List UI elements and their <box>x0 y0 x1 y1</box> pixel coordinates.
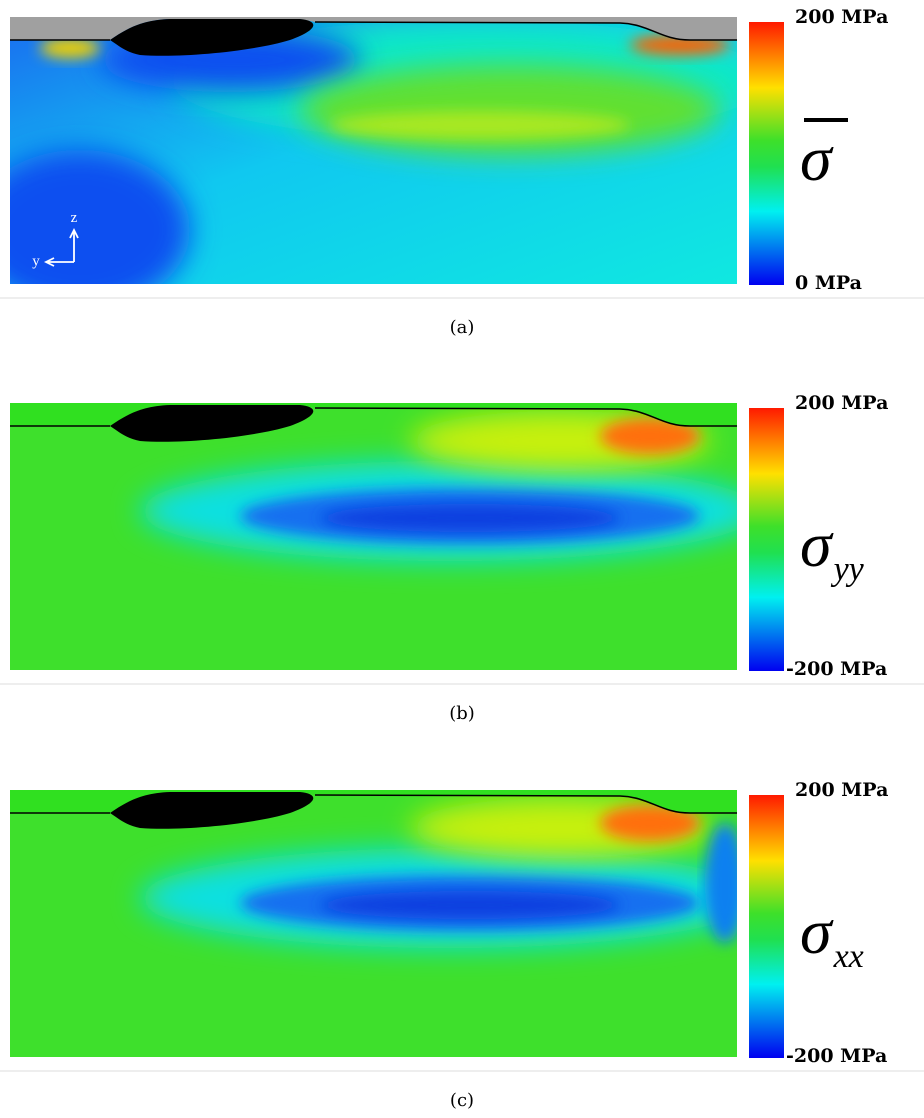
surface-line <box>10 407 737 427</box>
symbol-letter: σ <box>800 896 834 967</box>
weld-bead <box>110 792 314 829</box>
contour-plot <box>10 17 737 284</box>
symbol: σ <box>800 123 834 194</box>
colorbar-min-label: -200 MPa <box>786 658 887 680</box>
field-zone <box>705 823 737 943</box>
field-zone <box>10 150 190 284</box>
colorbar-max-label: 200 MPa <box>795 392 888 414</box>
colorbar <box>749 22 784 285</box>
field-zone <box>40 38 100 58</box>
colorbar-max-label: 200 MPa <box>795 779 888 801</box>
field-zone <box>320 504 620 532</box>
symbol: σxx <box>800 896 864 975</box>
colorbar-max-label: 200 MPa <box>795 6 888 28</box>
colorbar <box>749 408 784 671</box>
field-zone <box>300 65 720 155</box>
caption: (a) <box>450 317 475 338</box>
colorbar <box>749 795 784 1058</box>
surface-line <box>10 794 737 814</box>
axis-label: z <box>71 210 78 226</box>
contour-plot <box>10 790 737 1057</box>
axis-label: y <box>32 253 40 269</box>
weld-bead <box>110 19 314 56</box>
panel-c: 200 MPa -200 MPa σxx (c) <box>0 779 924 1111</box>
colorbar-min-label: -200 MPa <box>786 1045 887 1067</box>
weld-bead <box>110 405 314 442</box>
caption: (b) <box>449 703 475 724</box>
caption: (c) <box>450 1090 474 1111</box>
symbol-subscript: xx <box>833 938 864 975</box>
surface-line <box>10 21 737 41</box>
colorbar-min-label: 0 MPa <box>795 272 862 294</box>
symbol-subscript: yy <box>831 551 865 588</box>
panel-b: 200 MPa -200 MPa σyy (b) <box>0 392 924 724</box>
symbol: σyy <box>800 509 865 588</box>
contour-plot <box>10 403 737 670</box>
field-zone <box>600 418 700 454</box>
field-zone <box>600 805 700 841</box>
field-zone <box>320 891 620 919</box>
symbol-letter: σ <box>800 123 834 194</box>
panel-a: z y 200 MPa 0 MPa σ (a) <box>0 6 924 338</box>
field-zone <box>330 111 630 139</box>
axis-arrows <box>43 227 79 267</box>
symbol-letter: σ <box>800 509 834 580</box>
